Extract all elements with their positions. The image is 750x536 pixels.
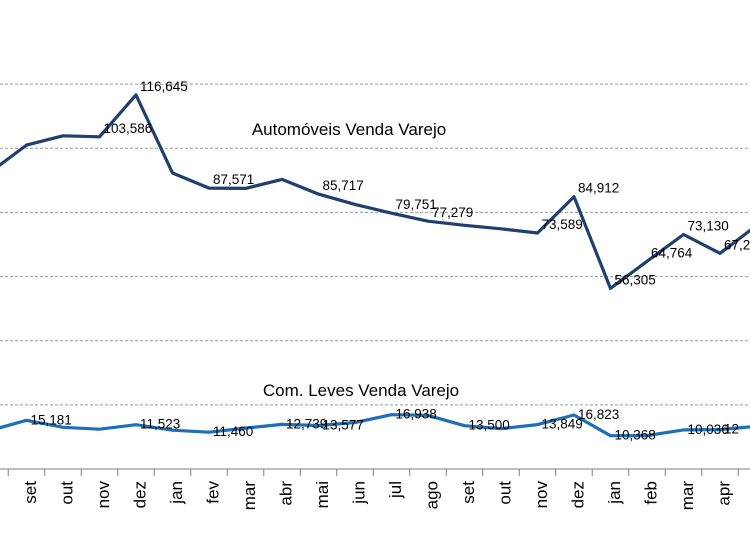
data-label: 16,823 bbox=[578, 407, 619, 422]
x-tick-label: set bbox=[21, 481, 40, 504]
series-line-0 bbox=[0, 93, 750, 290]
data-label: 73,589 bbox=[542, 217, 583, 232]
x-tick-label: mar bbox=[678, 481, 697, 511]
x-tick-label: jun bbox=[349, 481, 368, 505]
data-label: 11,523 bbox=[140, 417, 180, 432]
x-tick-label: out bbox=[57, 481, 76, 505]
data-label: 15,181 bbox=[31, 412, 72, 427]
x-tick-label: jan bbox=[167, 481, 186, 505]
series-name-com-leves: Com. Leves Venda Varejo bbox=[263, 381, 459, 400]
x-tick-label: dez bbox=[130, 481, 149, 508]
data-label: 56,305 bbox=[615, 272, 656, 287]
data-label: 67,26 bbox=[724, 237, 750, 252]
data-label: 79,751 bbox=[396, 197, 437, 212]
x-tick-label: fev bbox=[203, 481, 222, 504]
series-name-automoveis: Automóveis Venda Varejo bbox=[252, 120, 446, 139]
x-tick-label: feb bbox=[641, 481, 660, 505]
data-label: 11,460 bbox=[213, 424, 253, 439]
gridlines bbox=[0, 83, 750, 406]
x-tick-label: out bbox=[495, 481, 514, 505]
data-label: 10,036 bbox=[688, 422, 729, 437]
data-label: 12,739 bbox=[286, 416, 327, 431]
data-label: 116,645 bbox=[140, 79, 188, 94]
x-tick-label: jan bbox=[605, 481, 624, 505]
x-tick-label: nov bbox=[532, 481, 551, 509]
data-label: 13,500 bbox=[469, 418, 510, 433]
x-tick-label: jul bbox=[386, 481, 405, 499]
data-label: 85,717 bbox=[323, 178, 364, 193]
x-tick-label: apr bbox=[714, 481, 733, 506]
data-label: 73,130 bbox=[688, 218, 729, 233]
data-label: 84,912 bbox=[578, 181, 619, 196]
x-tick-label: mai bbox=[313, 481, 332, 508]
data-label: 13,849 bbox=[542, 417, 583, 432]
series-lines bbox=[0, 93, 750, 438]
x-tick-label: dez bbox=[568, 481, 587, 508]
series-names: Automóveis Venda Varejo Com. Leves Venda… bbox=[252, 120, 459, 400]
x-tick-label: abr bbox=[276, 481, 295, 506]
data-label: 16,938 bbox=[396, 407, 437, 422]
series-line-1 bbox=[0, 413, 750, 438]
x-tick-label: mar bbox=[240, 481, 259, 511]
data-label: 13,577 bbox=[323, 417, 364, 432]
x-tick-label: nov bbox=[94, 481, 113, 509]
x-tick-label: ago bbox=[422, 481, 441, 509]
data-label: 77,279 bbox=[432, 205, 473, 220]
data-label: 103,586 bbox=[104, 121, 153, 136]
x-axis: osetoutnovdezjanfevmarabrmaijunjulagoset… bbox=[0, 468, 750, 511]
data-label: 12 bbox=[724, 422, 739, 437]
data-label: 64,764 bbox=[651, 245, 693, 260]
data-label: 87,571 bbox=[213, 172, 254, 187]
data-label: 10,368 bbox=[615, 428, 656, 443]
x-tick-label: o bbox=[0, 481, 3, 490]
x-tick-label: set bbox=[459, 481, 478, 504]
